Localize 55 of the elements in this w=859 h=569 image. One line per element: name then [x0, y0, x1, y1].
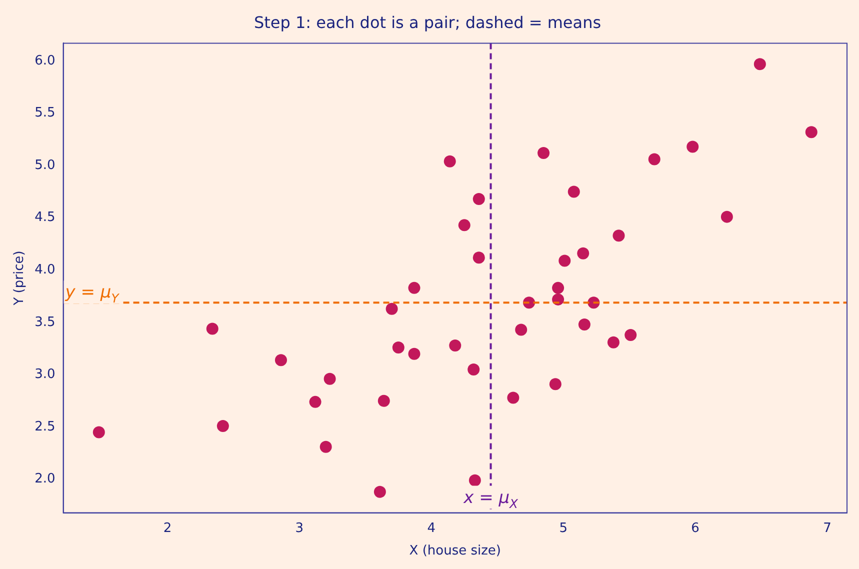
point [607, 336, 620, 348]
x-tick-label: 7 [823, 520, 832, 536]
point [686, 140, 699, 153]
point [515, 324, 528, 336]
point [378, 394, 390, 407]
point [578, 318, 590, 331]
point [549, 378, 562, 390]
y-tick-label: 3.5 [34, 314, 56, 330]
point [624, 329, 637, 341]
point [458, 219, 470, 232]
point [720, 210, 733, 223]
point [754, 58, 766, 70]
point [386, 302, 398, 315]
y-tick-label: 3.0 [34, 367, 56, 382]
x-tick-label: 5 [559, 520, 568, 536]
x-tick-label: 3 [295, 520, 304, 536]
point [320, 440, 332, 453]
y-tick-label: 4.0 [34, 262, 56, 278]
point [92, 426, 105, 438]
y-tick-label: 2.0 [34, 472, 56, 487]
point [558, 254, 571, 267]
y-tick-label: 6.0 [34, 53, 56, 68]
point [374, 486, 386, 498]
point [468, 474, 481, 486]
x-axis-title: X (house size) [409, 544, 502, 559]
y-tick-label: 4.5 [34, 210, 56, 226]
point [444, 155, 456, 168]
point [408, 348, 420, 360]
point [648, 153, 660, 166]
y-axis-title: Y (price) [12, 250, 28, 306]
y-tick-label: 2.5 [34, 419, 56, 434]
point [612, 230, 625, 242]
point [552, 282, 564, 294]
x-tick-label: 6 [691, 520, 700, 536]
x-tick-label: 2 [163, 520, 172, 536]
point [324, 372, 336, 385]
y-tick-label: 5.0 [34, 158, 56, 173]
point [577, 247, 590, 260]
point [408, 282, 420, 294]
y-tick-label: 5.5 [34, 106, 56, 121]
point [472, 193, 485, 206]
point [216, 420, 229, 432]
point [472, 252, 485, 264]
point [468, 364, 480, 376]
point [507, 392, 520, 404]
point [392, 342, 404, 354]
x-tick-label: 4 [427, 520, 436, 536]
point [538, 147, 550, 160]
point [805, 126, 818, 138]
chart-title: Step 1: each dot is a pair; dashed = means [254, 12, 602, 32]
point [449, 339, 462, 352]
point [274, 354, 287, 366]
point [206, 322, 218, 335]
point [309, 396, 322, 408]
point [568, 186, 580, 198]
